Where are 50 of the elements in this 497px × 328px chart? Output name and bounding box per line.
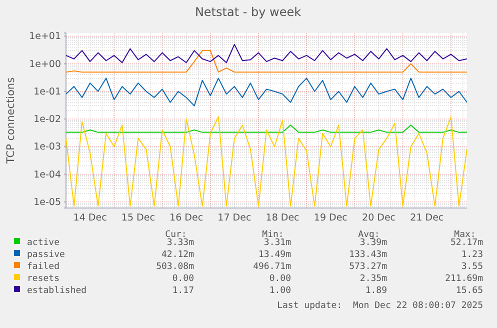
text: 3.39m bbox=[360, 238, 387, 248]
text: 52.17m bbox=[450, 238, 483, 248]
text: 1.00 bbox=[269, 286, 291, 296]
text: 573.27m bbox=[349, 262, 387, 272]
text: Avg: bbox=[358, 230, 380, 240]
text: 496.71m bbox=[253, 262, 291, 272]
y-tick-label: 1e-05 bbox=[34, 196, 61, 208]
line-series bbox=[66, 44, 468, 64]
x-tick-label: 19 Dec bbox=[314, 212, 348, 224]
text: Cur: bbox=[165, 230, 187, 240]
x-tick-label: 21 Dec bbox=[410, 212, 444, 224]
y-tick-label: 1e+01 bbox=[29, 31, 61, 42]
line-series bbox=[66, 78, 468, 106]
text: 1.89 bbox=[365, 286, 387, 296]
y-tick-label: 1e-01 bbox=[34, 86, 61, 98]
legend-label: passive bbox=[27, 250, 65, 260]
text: 1.17 bbox=[172, 286, 194, 296]
text: 3.55 bbox=[461, 262, 483, 272]
legend-label: resets bbox=[27, 274, 60, 284]
text: 133.43m bbox=[349, 250, 387, 260]
text: Min: bbox=[262, 230, 284, 240]
text: Last update: Mon Dec 22 08:00:07 2025 bbox=[277, 301, 483, 311]
text: 3.33m bbox=[166, 238, 194, 248]
text: 211.69m bbox=[445, 274, 483, 284]
legend-label: established bbox=[27, 286, 87, 296]
x-tick-label: 14 Dec bbox=[73, 212, 107, 224]
y-tick-label: 1e-04 bbox=[34, 169, 61, 180]
text: 503.08m bbox=[156, 262, 194, 272]
text: 42.12m bbox=[161, 250, 194, 260]
x-tick-label: 16 Dec bbox=[170, 212, 204, 224]
y-tick-label: 1e+00 bbox=[29, 58, 61, 70]
x-tick-label: 15 Dec bbox=[121, 212, 155, 224]
x-tick-label: 20 Dec bbox=[362, 212, 396, 224]
text: 15.65 bbox=[456, 286, 483, 296]
line-series bbox=[66, 50, 468, 73]
text: 0.00 bbox=[172, 274, 194, 284]
y-tick-label: 1e-02 bbox=[34, 114, 61, 126]
text: 1.23 bbox=[461, 250, 483, 260]
legend-label: active bbox=[27, 238, 60, 248]
x-tick-label: 17 Dec bbox=[218, 212, 252, 224]
text: 2.35m bbox=[360, 274, 387, 284]
x-tick-label: 18 Dec bbox=[266, 212, 300, 224]
y-tick-label: 1e-03 bbox=[34, 142, 61, 153]
chart-title: Netstat - by week bbox=[194, 5, 302, 19]
text: Max: bbox=[454, 230, 476, 240]
legend-label: failed bbox=[27, 262, 60, 272]
text: 13.49m bbox=[258, 250, 291, 260]
text: 3.31m bbox=[264, 238, 291, 248]
y-axis-title: TCP connections bbox=[5, 77, 17, 165]
text: 0.00 bbox=[269, 274, 291, 284]
